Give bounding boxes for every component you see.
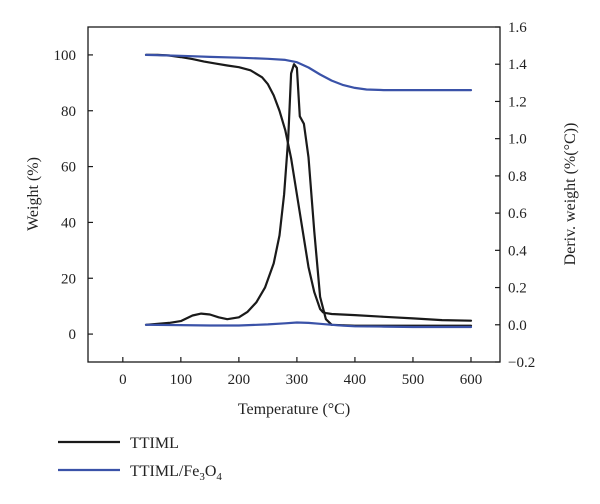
- legend-label-sub1: 3: [199, 471, 205, 483]
- x-tick-label: 200: [228, 372, 251, 388]
- left-y-tick-label: 80: [61, 104, 76, 120]
- series-lines: [144, 53, 473, 329]
- right-y-axis-ticks: −0.2 0.0 0.2 0.4 0.6 0.8 1.0 1.2 1.4 1.6: [495, 20, 535, 371]
- right-y-tick-label: 1.2: [508, 94, 527, 110]
- ttiml-fe3o4-weight-line: [144, 53, 473, 92]
- left-y-tick-label: 40: [61, 215, 76, 231]
- right-y-tick-label: 1.6: [508, 20, 527, 36]
- x-tick-label: 400: [344, 372, 367, 388]
- legend-label-ttiml-fe3o4: TTIML/Fe3O4: [130, 463, 222, 483]
- plot-frame: [87, 26, 501, 363]
- legend-label-mid: O: [205, 463, 217, 480]
- left-y-tick-label: 60: [61, 160, 76, 176]
- x-tick-label: 500: [402, 372, 425, 388]
- right-y-tick-label: 1.4: [508, 57, 527, 73]
- left-y-tick-label: 100: [54, 48, 77, 64]
- legend-label-main: TTIML/Fe: [130, 463, 199, 480]
- right-y-tick-label: 0.2: [508, 281, 527, 297]
- left-y-tick-label: 20: [61, 271, 76, 287]
- legend: TTIML TTIML/Fe3O4: [58, 435, 222, 483]
- right-y-tick-label: −0.2: [508, 355, 535, 371]
- x-tick-label: 0: [119, 372, 127, 388]
- legend-label-ttiml: TTIML: [130, 435, 179, 452]
- ttiml-derivative-line: [144, 63, 473, 327]
- ttiml-fe3o4-derivative-line: [144, 321, 473, 329]
- left-y-axis-title: Weight (%): [25, 157, 42, 231]
- left-y-tick-label: 0: [69, 327, 77, 343]
- right-y-tick-label: 1.0: [508, 132, 527, 148]
- x-tick-label: 600: [460, 372, 483, 388]
- right-y-axis-title: Deriv. weight (%(°C)): [562, 123, 579, 266]
- right-y-tick-label: 0.6: [508, 206, 527, 222]
- ttiml-weight-line: [144, 53, 473, 322]
- right-y-tick-label: 0.8: [508, 169, 527, 185]
- x-tick-label: 300: [286, 372, 309, 388]
- right-y-tick-label: 0.4: [508, 243, 527, 259]
- x-tick-label: 100: [170, 372, 193, 388]
- right-y-tick-label: 0.0: [508, 318, 527, 334]
- left-y-axis-ticks: 0 20 40 60 80 100: [54, 48, 93, 343]
- legend-label-sub2: 4: [216, 471, 222, 483]
- x-axis-title: Temperature (°C): [238, 401, 350, 418]
- x-axis-ticks: 0 100 200 300 400 500 600: [119, 357, 482, 388]
